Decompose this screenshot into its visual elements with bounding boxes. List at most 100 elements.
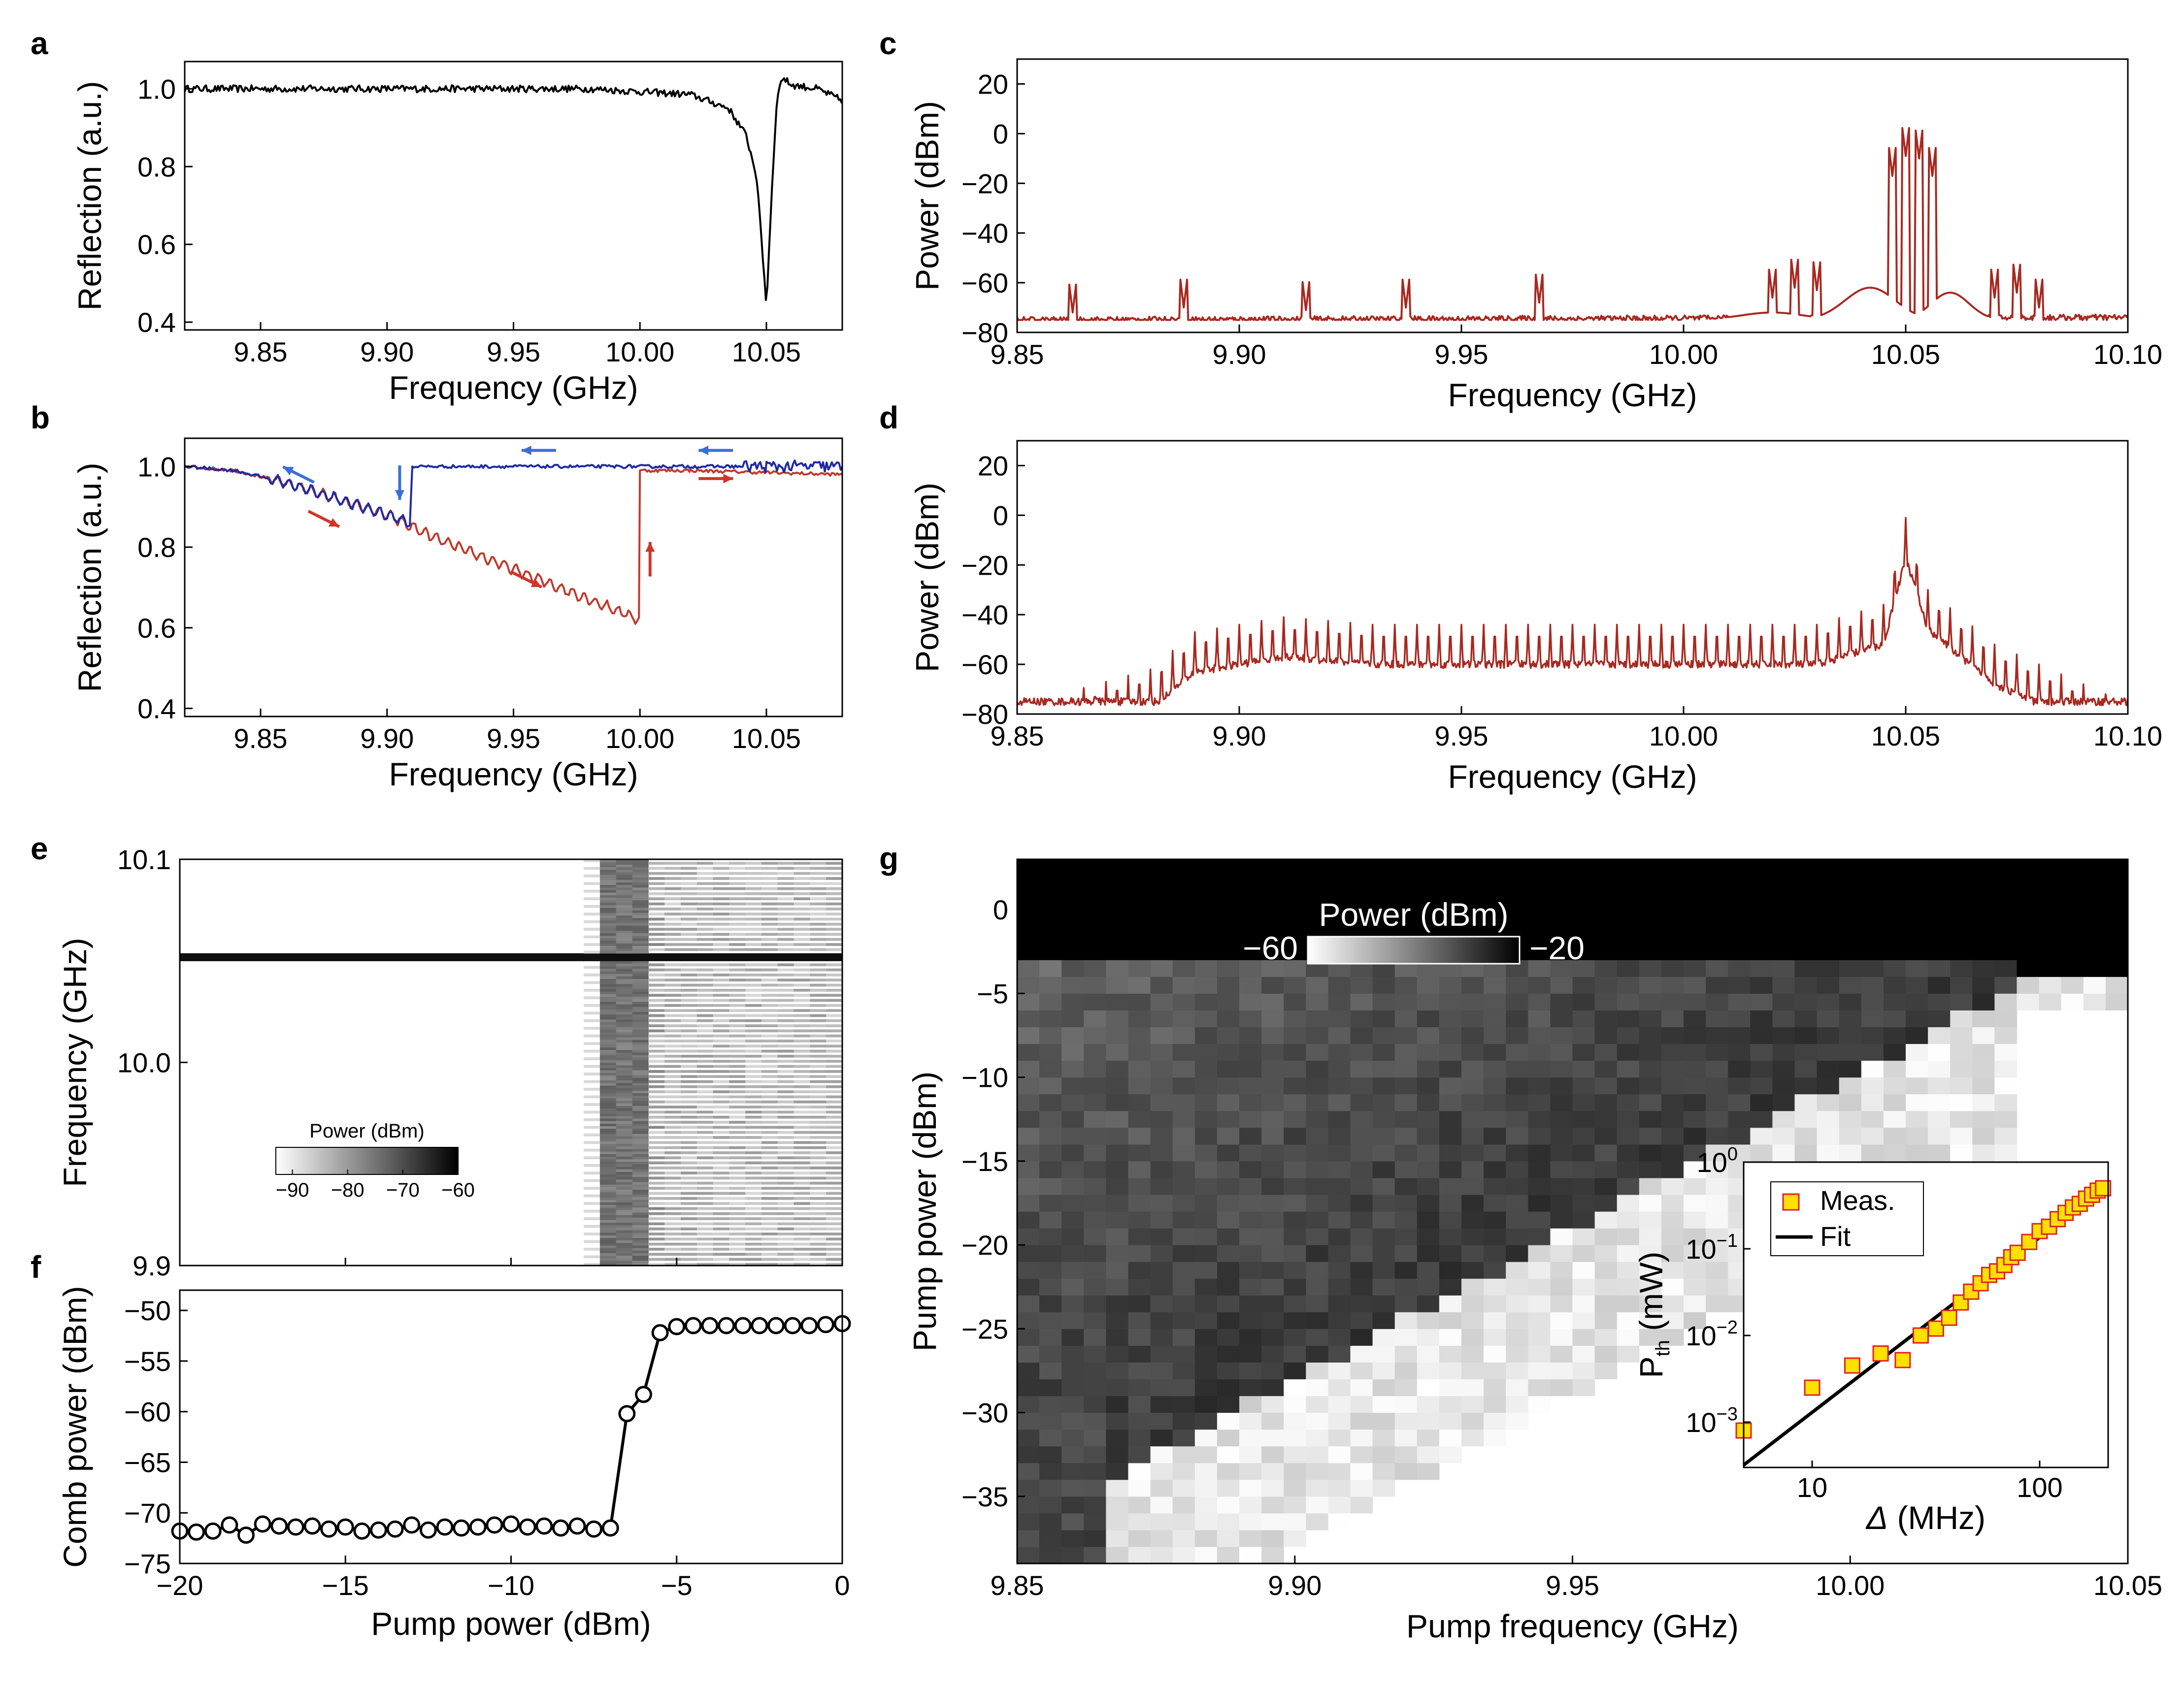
- heatmap-cell: [632, 1141, 649, 1144]
- heatmap-cell: [745, 1212, 762, 1215]
- heatmap-cell: [1150, 1094, 1173, 1111]
- heatmap-cell: [1572, 1010, 1595, 1027]
- heatmap-cell: [648, 1085, 665, 1088]
- heatmap-cell: [1039, 1412, 1062, 1430]
- heatmap-cell: [810, 1141, 827, 1144]
- heatmap-cell: [761, 1019, 778, 1022]
- y-tick-label: −15: [961, 1146, 1008, 1177]
- heatmap-cell: [761, 1110, 778, 1114]
- heatmap-cell: [729, 1192, 746, 1195]
- heatmap-cell: [632, 1126, 649, 1129]
- heatmap-cell: [1284, 1379, 1306, 1397]
- heatmap-cell: [599, 1007, 617, 1009]
- heatmap-cell: [696, 1065, 714, 1068]
- heatmap-cell: [632, 1113, 649, 1116]
- heatmap-cell: [1906, 943, 1928, 960]
- heatmap-cell: [681, 1151, 697, 1154]
- heatmap-cell: [1417, 1429, 1440, 1447]
- heatmap-cell: [681, 1222, 697, 1226]
- heatmap-cell: [599, 1242, 617, 1246]
- heatmap-cell: [1372, 1228, 1395, 1245]
- heatmap-cell: [1372, 1362, 1395, 1379]
- heatmap-cell: [810, 1110, 827, 1114]
- heatmap-cell: [681, 1136, 697, 1139]
- heatmap-cell: [826, 877, 843, 880]
- heatmap-cell: [1817, 1144, 1840, 1162]
- heatmap-cell: [1106, 1110, 1129, 1128]
- heatmap-cell: [1172, 1211, 1195, 1229]
- heatmap-cell: [1306, 1094, 1328, 1111]
- heatmap-cell: [794, 1090, 810, 1093]
- heatmap-cell: [810, 1258, 827, 1261]
- heatmap-cell: [599, 938, 617, 941]
- heatmap-cell: [584, 1187, 600, 1190]
- heatmap-cell: [761, 983, 778, 987]
- y-tick-label: −80: [961, 699, 1008, 730]
- heatmap-cell: [648, 1049, 665, 1053]
- heatmap-cell: [1261, 1396, 1284, 1413]
- heatmap-cell: [713, 1192, 729, 1195]
- heatmap-cell: [664, 1161, 681, 1165]
- heatmap-cell: [713, 1258, 729, 1261]
- heatmap-cell: [826, 999, 843, 1002]
- heatmap-cell: [1661, 1211, 1684, 1229]
- heatmap-cell: [1728, 1060, 1751, 1078]
- heatmap-cell: [794, 968, 810, 972]
- heatmap-cell: [1350, 976, 1373, 994]
- heatmap-cell: [1284, 1110, 1306, 1128]
- heatmap-cell: [1084, 1278, 1106, 1296]
- heatmap-cell: [664, 1106, 681, 1108]
- heatmap-cell: [1572, 1228, 1595, 1245]
- heatmap-cell: [1306, 1195, 1328, 1212]
- heatmap-cell: [729, 1075, 746, 1078]
- heatmap-cell: [1084, 1295, 1106, 1312]
- heatmap-cell: [777, 1131, 794, 1134]
- heatmap-cell: [599, 1123, 617, 1127]
- heatmap-cell: [1728, 993, 1751, 1010]
- heatmap-cell: [1572, 960, 1595, 977]
- heatmap-cell: [794, 1014, 810, 1017]
- heatmap-cell: [1594, 1144, 1618, 1162]
- heatmap-cell: [1084, 1077, 1106, 1095]
- heatmap-cell: [599, 1141, 617, 1144]
- heatmap-cell: [810, 968, 827, 972]
- heatmap-cell: [1017, 1446, 1040, 1464]
- heatmap-cell: [745, 1095, 762, 1099]
- heatmap-cell: [681, 1121, 697, 1124]
- heatmap-cell: [1306, 1027, 1328, 1044]
- heatmap-cell: [390, 958, 406, 961]
- heatmap-cell: [745, 1242, 762, 1246]
- heatmap-cell: [826, 958, 843, 961]
- heatmap-cell: [616, 1242, 633, 1246]
- heatmap-cell: [1617, 976, 1640, 994]
- heatmap-cell: [599, 867, 617, 870]
- heatmap-cell: [599, 1067, 617, 1071]
- heatmap-cell: [1417, 976, 1440, 994]
- heatmap-cell: [1439, 1329, 1462, 1346]
- inset-x-tick-label: 100: [2017, 1472, 2062, 1503]
- heatmap-cell: [584, 981, 600, 984]
- heatmap-cell: [616, 974, 633, 976]
- heatmap-cell: [1594, 993, 1618, 1010]
- heatmap-cell: [1328, 1010, 1351, 1027]
- heatmap-cell: [1172, 1379, 1195, 1397]
- heatmap-cell: [777, 1065, 794, 1068]
- heatmap-cell: [681, 1258, 697, 1261]
- heatmap-cell: [1194, 1161, 1218, 1178]
- heatmap-cell: [1372, 1110, 1395, 1128]
- heatmap-cell: [1772, 1127, 1795, 1145]
- heatmap-cell: [632, 1258, 649, 1261]
- heatmap-cell: [664, 1009, 681, 1012]
- heatmap-cell: [1328, 1211, 1351, 1229]
- heatmap-cell: [1261, 893, 1284, 910]
- heatmap-cell: [713, 1044, 729, 1048]
- heatmap-cell: [1372, 1446, 1395, 1464]
- heatmap-cell: [1350, 1211, 1373, 1229]
- heatmap-cell: [1572, 1379, 1595, 1397]
- heatmap-cell: [1883, 1060, 1906, 1078]
- heatmap-cell: [761, 1166, 778, 1170]
- heatmap-cell: [1861, 859, 1884, 877]
- heatmap-cell: [1039, 1094, 1062, 1111]
- heatmap-cell: [599, 981, 617, 984]
- heatmap-cell: [1550, 993, 1573, 1010]
